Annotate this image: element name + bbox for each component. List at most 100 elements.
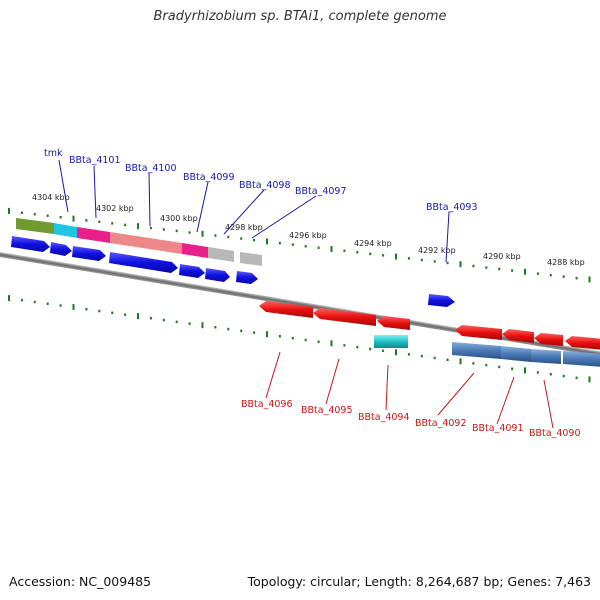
position-tick-labels: 4304 kbp 4302 kbp 4300 kbp 4298 kbp 4296… <box>32 193 585 267</box>
tick-mark <box>72 215 75 222</box>
cog-segment <box>182 243 208 258</box>
tick-mark <box>214 234 217 237</box>
gene-label-bbta4096: BBta_4096 <box>241 399 293 410</box>
position-label: 4292 kbp <box>418 246 456 255</box>
leader-line <box>265 351 281 399</box>
cog-segment <box>240 252 262 266</box>
tick-mark <box>111 222 114 225</box>
leader-line <box>58 159 69 213</box>
leader-line <box>437 372 475 416</box>
tick-mark <box>175 229 178 233</box>
tick-mark <box>343 249 346 252</box>
tick-mark <box>98 309 101 313</box>
tick-mark <box>98 220 101 224</box>
leader-line <box>148 172 151 227</box>
gene-arrow-bbta4094 <box>377 316 410 330</box>
tick-mark <box>472 264 475 268</box>
tick-mark <box>459 358 462 365</box>
tick-mark <box>382 349 385 352</box>
tick-mark <box>266 331 268 338</box>
genome-backbone <box>0 250 600 360</box>
tick-mark <box>446 358 449 361</box>
leader-line <box>325 358 340 405</box>
tick-mark <box>395 349 397 356</box>
tick-mark <box>188 322 191 325</box>
tick-mark <box>304 245 307 248</box>
tick-mark <box>330 340 333 347</box>
gene-label-bbta4093: BBta_4093 <box>426 202 478 213</box>
map-title: Bradyrhizobium sp. BTAi1, complete genom… <box>153 9 447 24</box>
position-ticks-top <box>8 207 591 283</box>
position-label: 4298 kbp <box>225 223 263 232</box>
position-label: 4300 kbp <box>160 214 198 223</box>
leader-line <box>93 165 97 219</box>
position-label: 4304 kbp <box>32 193 70 202</box>
tick-mark <box>137 223 139 230</box>
tick-mark <box>85 308 88 311</box>
tick-mark <box>59 216 62 219</box>
gene-arrow-bbta4092 <box>455 325 502 340</box>
tick-mark <box>356 251 359 254</box>
tick-mark <box>472 362 475 365</box>
tick-mark <box>304 338 307 342</box>
position-ticks-bottom <box>8 295 591 383</box>
tick-mark <box>511 367 514 371</box>
tick-mark <box>588 376 591 383</box>
gene-label-bbta4097: BBta_4097 <box>295 186 347 197</box>
tick-mark <box>240 237 243 240</box>
tick-mark <box>149 317 152 320</box>
tick-mark <box>111 311 114 315</box>
tick-mark <box>214 326 217 329</box>
tick-mark <box>59 304 62 307</box>
tick-mark <box>201 322 204 329</box>
tick-mark <box>369 252 372 256</box>
leader-line <box>223 189 265 235</box>
tick-mark <box>317 340 320 343</box>
bottom-gene-labels: BBta_4096 BBta_4095 BBta_4094 BBta_4092 … <box>241 399 581 439</box>
gene-label-bbta4091: BBta_4091 <box>472 423 524 434</box>
leader-line <box>251 195 317 239</box>
tick-mark <box>33 300 36 304</box>
tick-mark <box>536 272 539 275</box>
leader-line <box>496 376 515 425</box>
gene-arrow-bbta4093 <box>428 294 455 307</box>
gene-arrow-edge <box>565 336 600 350</box>
tick-mark <box>356 345 359 349</box>
tick-mark <box>46 302 49 305</box>
position-label: 4288 kbp <box>547 258 585 267</box>
tick-mark <box>188 231 191 234</box>
cog-segment <box>110 232 182 254</box>
tick-mark <box>240 329 243 333</box>
gene-arrow-bbta4100 <box>109 252 178 273</box>
tick-mark <box>266 238 268 245</box>
tick-mark <box>8 295 10 302</box>
tick-mark <box>46 214 49 217</box>
gene-label-bbta4099: BBta_4099 <box>183 172 235 183</box>
tick-mark <box>20 298 23 302</box>
bottom-label-leaders <box>265 351 554 429</box>
gene-arrow-bbta4097 <box>236 271 258 284</box>
tick-mark <box>175 320 178 324</box>
gene-label-tmk: tmk <box>44 148 63 159</box>
gene-label-bbta4098: BBta_4098 <box>239 180 291 191</box>
position-label: 4294 kbp <box>354 239 392 248</box>
tick-mark <box>253 238 256 242</box>
cog-segment <box>563 351 600 367</box>
tick-mark <box>72 304 75 311</box>
tick-mark <box>330 246 333 252</box>
tick-mark <box>549 373 552 376</box>
tick-mark <box>498 365 501 369</box>
tick-mark <box>536 371 539 374</box>
gene-arrow-bbta4096 <box>259 301 313 318</box>
position-label: 4290 kbp <box>483 252 521 261</box>
gene-arrow-tmk <box>11 236 50 252</box>
tick-mark <box>124 313 127 316</box>
position-label: 4302 kbp <box>96 204 134 213</box>
tick-mark <box>446 261 449 265</box>
gene-label-bbta4092: BBta_4092 <box>415 418 467 429</box>
topology-text: Topology: circular; Length: 8,264,687 bp… <box>247 574 591 589</box>
tick-mark <box>8 207 10 214</box>
tick-mark <box>433 356 436 360</box>
forward-strand-genes <box>11 236 455 307</box>
tick-mark <box>549 273 552 277</box>
